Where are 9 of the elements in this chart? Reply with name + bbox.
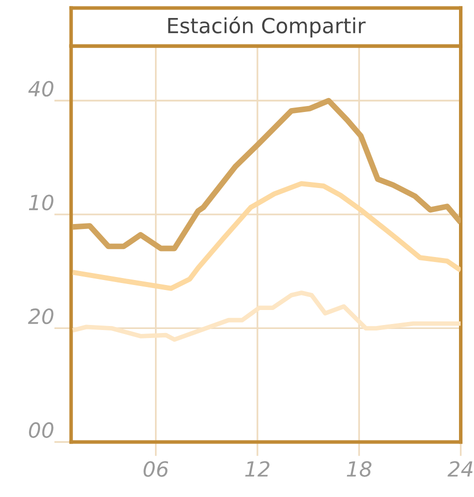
- x-tick-label: 24: [448, 461, 472, 477]
- text: 40: [28, 80, 54, 97]
- text: 10: [28, 194, 54, 210]
- text: 00: [28, 422, 54, 438]
- x-tick-label: 18: [346, 461, 372, 477]
- x-tick-label: 06: [144, 461, 168, 477]
- chart-title: Estación Compartir: [168, 16, 366, 38]
- text: 20: [28, 308, 54, 324]
- x-tick-label: 12: [245, 461, 270, 477]
